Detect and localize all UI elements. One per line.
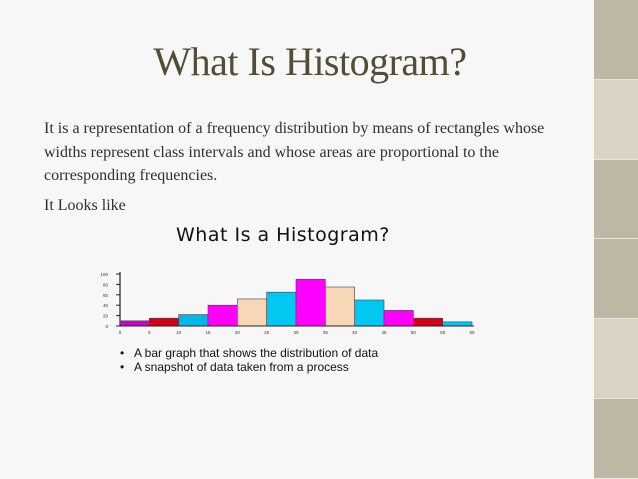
histogram-bar [178, 314, 209, 327]
x-tick-label: 20 [235, 330, 241, 335]
histogram-bar [119, 320, 150, 327]
x-tick-label: 30 [293, 330, 299, 335]
definition-paragraph: It is a representation of a frequency di… [44, 120, 545, 184]
x-tick-label: 50 [411, 330, 417, 335]
histogram-image-title: What Is a Histogram? [176, 224, 390, 246]
x-tick-label: 35 [323, 330, 329, 335]
y-tick-label: 100 [100, 272, 108, 277]
y-tick-label: 20 [103, 314, 109, 319]
decorative-side-strip [594, 0, 638, 479]
histogram-bar [266, 291, 297, 327]
histogram-bar [442, 321, 473, 327]
x-tick-label: 25 [264, 330, 270, 335]
bullet-item: • A snapshot of data taken from a proces… [120, 360, 540, 374]
slide-title: What Is Histogram? [153, 39, 467, 84]
bullet-item: • A bar graph that shows the distributio… [120, 346, 540, 360]
histogram-bar [237, 298, 267, 327]
y-tick-label: 40 [103, 303, 109, 308]
strip-segment [594, 319, 638, 400]
histogram-bar [413, 317, 443, 327]
x-tick-label: 45 [381, 330, 387, 335]
bullet-icon: • [120, 360, 125, 374]
x-tick-label: 40 [352, 330, 358, 335]
y-tick-label: 0 [105, 324, 108, 329]
bullet-text: A snapshot of data taken from a process [134, 360, 349, 374]
histogram-bar [325, 286, 355, 327]
x-tick-label: 0 [119, 330, 122, 335]
x-tick-label: 55 [440, 330, 446, 335]
histogram-bar [383, 310, 414, 327]
x-tick-label: 5 [148, 330, 151, 335]
x-tick-label: 15 [205, 330, 211, 335]
histogram-bar [295, 278, 326, 327]
strip-segment [594, 239, 638, 320]
histogram-bar [149, 317, 179, 327]
y-tick-label: 80 [103, 282, 109, 287]
histogram-bar [207, 304, 238, 327]
histogram-bullets: • A bar graph that shows the distributio… [120, 346, 540, 374]
histogram-bar [354, 299, 385, 327]
histogram-chart: 0 20 40 60 80 100 0 5 10 15 20 25 30 35 40 45 50 55 60 [100, 272, 475, 335]
strip-segment [594, 0, 638, 80]
followup-text: It Looks like [44, 196, 126, 214]
x-tick-label: 10 [176, 330, 182, 335]
slide-body: It is a representation of a frequency di… [44, 117, 564, 217]
strip-segment [594, 159, 638, 240]
bullet-icon: • [120, 346, 125, 360]
y-tick-label: 60 [103, 293, 109, 298]
x-tick-label: 60 [469, 330, 475, 335]
bullet-text: A bar graph that shows the distribution … [134, 346, 379, 360]
strip-segment [594, 399, 638, 479]
strip-segment [594, 79, 638, 160]
